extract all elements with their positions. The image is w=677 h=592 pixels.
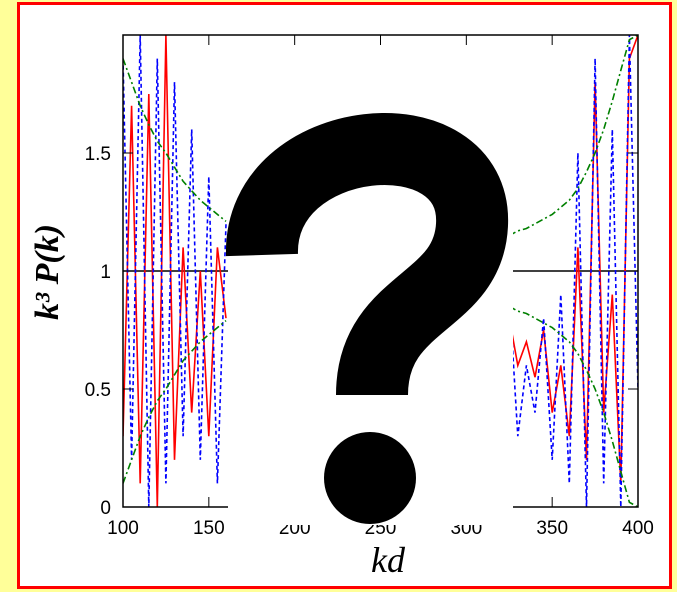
x-tick-label: 350 [536, 518, 568, 539]
plot-area [123, 35, 638, 507]
y-tick-label: 0.5 [85, 380, 111, 401]
y-tick-label: 1.5 [85, 144, 111, 165]
question-mark-hook [226, 113, 508, 397]
question-mark-dot [324, 432, 416, 524]
series-line [123, 35, 638, 507]
y-tick-label: 1 [100, 262, 111, 283]
question-mark-overlay [226, 100, 513, 525]
x-tick-label: 400 [622, 518, 654, 539]
x-axis-title: kd [371, 540, 406, 580]
x-tick-label: 150 [193, 518, 225, 539]
series-line [123, 35, 638, 507]
x-tick-label: 100 [107, 518, 139, 539]
y-tick-label: 0 [100, 498, 111, 519]
series-line [123, 35, 638, 237]
y-axis-title: k³ P(k) [29, 224, 66, 320]
series-line [123, 305, 638, 507]
